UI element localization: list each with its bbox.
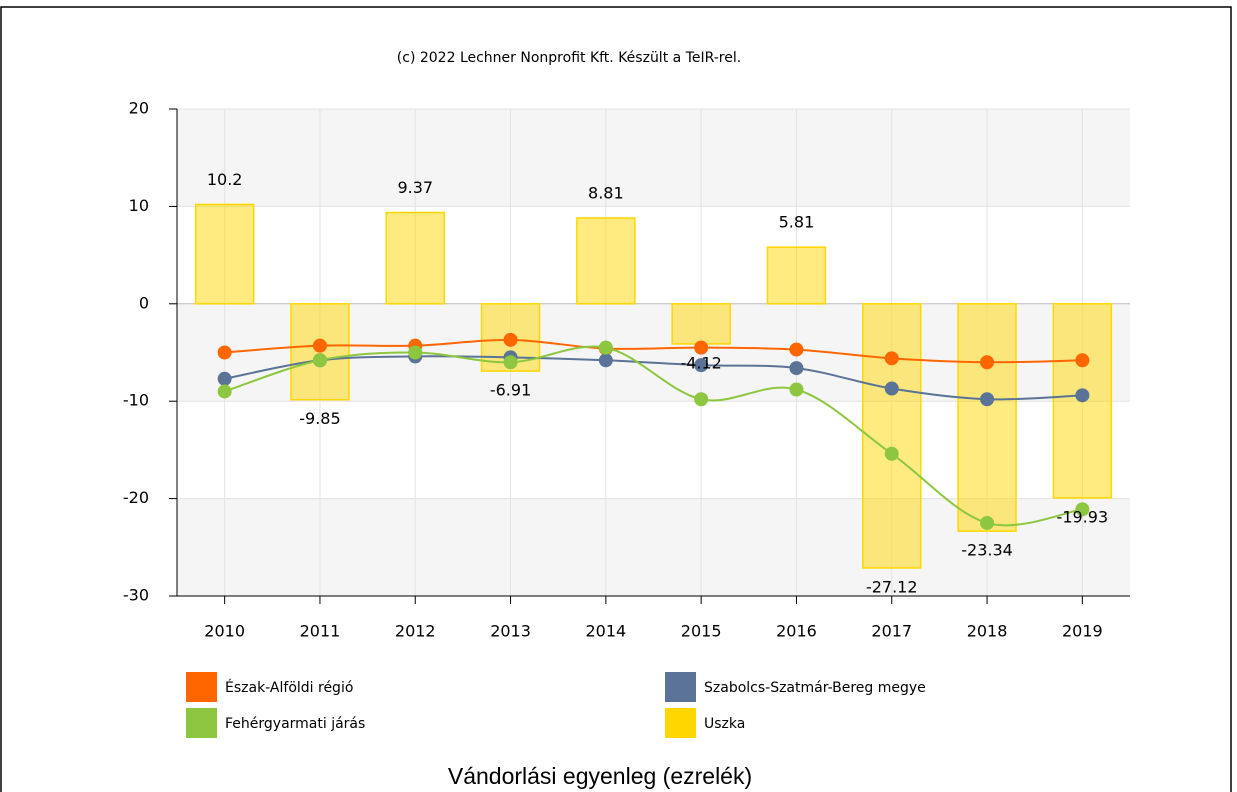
legend-label: Szabolcs-Szatmár-Bereg megye — [704, 680, 926, 696]
point — [408, 345, 423, 360]
bar — [194, 203, 255, 305]
point — [789, 382, 804, 397]
x-tick-label: 2012 — [395, 622, 436, 641]
y-tick-label: -20 — [123, 488, 149, 507]
legend-label: Uszka — [704, 716, 745, 732]
bar — [957, 303, 1017, 532]
point — [789, 342, 804, 357]
data-label: -6.91 — [490, 381, 531, 400]
line — [224, 345, 1083, 527]
data-label: 10.2 — [207, 170, 243, 189]
x-tick-label: 2017 — [871, 622, 912, 641]
data-label: 9.37 — [397, 178, 433, 197]
point — [694, 358, 709, 373]
chart-subtitle: (c) 2022 Lechner Nonprofit Kft. Készült … — [397, 50, 741, 66]
data-label: -27.12 — [866, 577, 918, 596]
legend-swatch — [665, 708, 696, 738]
bar — [576, 217, 636, 305]
data-label: 5.81 — [779, 213, 815, 232]
bar — [862, 303, 922, 569]
x-tick-label: 2018 — [967, 622, 1008, 641]
x-tick-label: 2019 — [1062, 622, 1103, 641]
x-tick-label: 2010 — [204, 622, 245, 641]
x-tick-label: 2015 — [681, 622, 722, 641]
x-tick-label: 2016 — [776, 622, 817, 641]
point — [503, 332, 518, 347]
point — [312, 338, 327, 353]
bar — [385, 211, 445, 305]
point — [217, 345, 232, 360]
data-label: -23.34 — [961, 541, 1013, 560]
point — [980, 515, 995, 530]
point — [694, 392, 709, 407]
legend-label: Fehérgyarmati járás — [225, 716, 365, 732]
point — [980, 392, 995, 407]
line — [224, 338, 1083, 364]
legend-swatch — [665, 672, 696, 702]
frame — [0, 6, 1232, 792]
data-label: 8.81 — [588, 183, 624, 202]
plot-band — [177, 109, 1130, 207]
point — [884, 381, 899, 396]
chart-title: Vándorlási egyenleg (ezrelék) — [448, 763, 752, 789]
point — [884, 446, 899, 461]
y-tick-label: 10 — [129, 196, 149, 215]
y-tick-label: -30 — [123, 586, 149, 605]
x-tick-label: 2011 — [300, 622, 341, 641]
y-tick-label: 0 — [139, 293, 149, 312]
y-tick-label: -10 — [123, 391, 149, 410]
bar — [671, 303, 731, 345]
data-label: -4.12 — [680, 353, 721, 372]
point — [789, 361, 804, 376]
point — [217, 371, 232, 386]
point — [312, 353, 327, 368]
data-label: -19.93 — [1057, 507, 1109, 526]
bar — [766, 246, 827, 305]
x-tick-label: 2014 — [585, 622, 626, 641]
y-tick-label: 20 — [129, 99, 149, 118]
line — [224, 355, 1083, 401]
point — [694, 340, 709, 355]
point — [1075, 502, 1090, 517]
point — [980, 355, 995, 370]
point — [1075, 388, 1090, 403]
point — [598, 340, 613, 355]
point — [598, 353, 613, 368]
point — [217, 384, 232, 399]
point — [884, 351, 899, 366]
data-label: -9.85 — [299, 409, 340, 428]
point — [503, 355, 518, 370]
legend-label: Észak-Alföldi régió — [225, 679, 353, 696]
legend-swatch — [186, 708, 217, 738]
point — [1075, 353, 1090, 368]
x-tick-label: 2013 — [490, 622, 531, 641]
legend-swatch — [186, 672, 217, 702]
